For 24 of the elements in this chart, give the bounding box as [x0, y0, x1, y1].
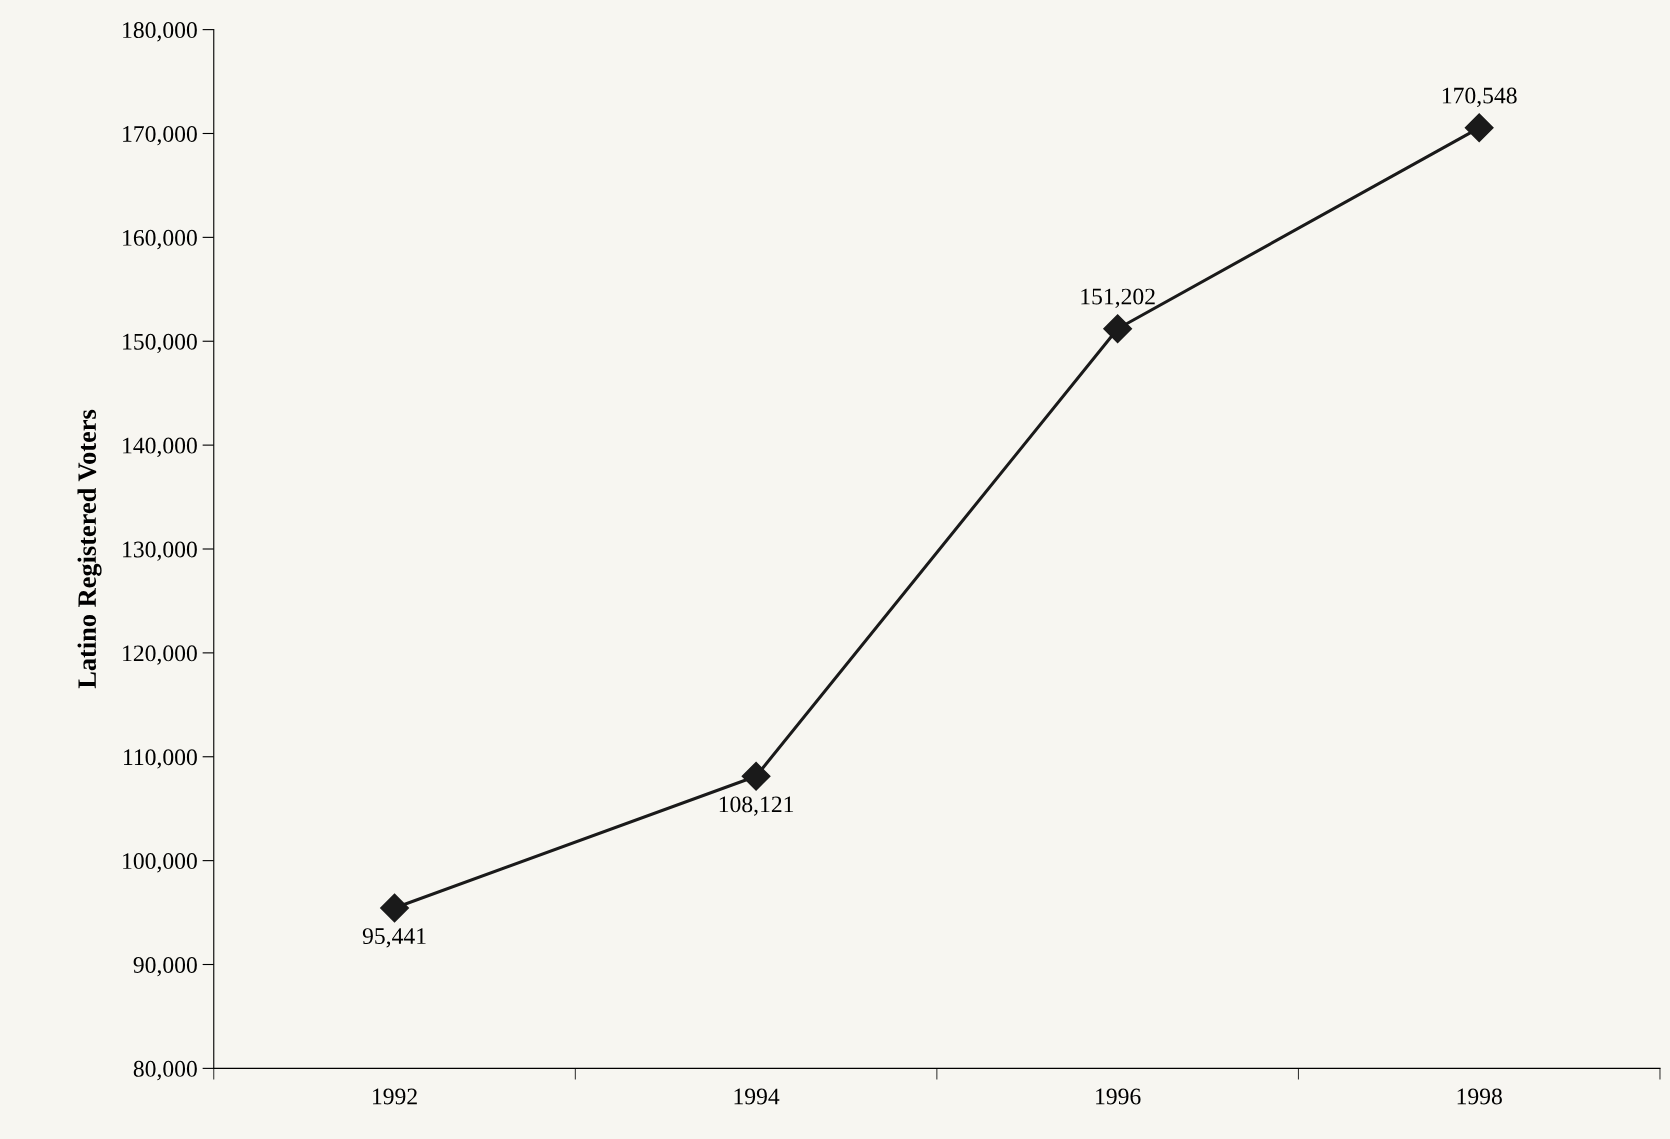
x-tick-label: 1994: [734, 1088, 780, 1105]
data-label: 151,202: [1081, 288, 1155, 308]
y-tick-label: 90,000: [133, 957, 197, 977]
data-label: 108,121: [719, 796, 794, 816]
y-tick-label: 160,000: [123, 229, 197, 250]
y-tick-label: 120,000: [123, 645, 197, 665]
y-tick-label: 170,000: [123, 125, 197, 146]
y-tick-label: 110,000: [124, 749, 197, 769]
x-tick-label: 1998: [1457, 1088, 1502, 1105]
data-label: 95,441: [362, 928, 426, 948]
point: [741, 761, 771, 791]
y-tick-label: 140,000: [123, 437, 197, 457]
point: [1103, 314, 1133, 344]
x-tick-label: 1992: [373, 1088, 417, 1105]
point: [380, 893, 409, 923]
y-axis-title: Latino Registered Voters: [77, 409, 102, 689]
y-tick-label: 80,000: [133, 1060, 197, 1081]
y-tick-label: 130,000: [123, 541, 197, 561]
point: [1464, 113, 1494, 143]
y-tick-label: 100,000: [123, 853, 197, 873]
x-tick-label: 1996: [1096, 1088, 1141, 1105]
y-tick-label: 150,000: [123, 333, 197, 354]
y-tick-label: 180,000: [123, 22, 197, 42]
data-label: 170,548: [1442, 87, 1517, 107]
